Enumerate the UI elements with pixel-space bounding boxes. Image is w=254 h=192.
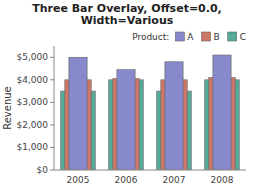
x-axis-line (54, 170, 246, 171)
bar (213, 55, 231, 170)
y-tick-label: $2,000 (17, 120, 49, 130)
y-tick (50, 79, 54, 80)
x-tick-label: 2006 (115, 175, 138, 185)
y-tick (50, 170, 54, 171)
legend-swatch (175, 32, 184, 41)
legend-title: Product: (132, 32, 169, 42)
y-tick (50, 57, 54, 58)
y-tick-label: $1,000 (17, 142, 49, 152)
y-tick (50, 147, 54, 148)
y-tick-label: $0 (37, 165, 49, 175)
legend-label: A (187, 32, 194, 42)
y-axis-line (54, 46, 55, 170)
legend-swatch (202, 32, 211, 41)
y-axis-label: Revenue (2, 86, 13, 130)
legend-label: B (214, 32, 220, 42)
bar (165, 62, 183, 170)
bars (61, 55, 240, 170)
legend-swatch (228, 32, 237, 41)
y-tick (50, 124, 54, 125)
title-line: Width=Various (81, 14, 174, 27)
y-tick-label: $5,000 (17, 52, 49, 62)
x-tick-label: 2008 (211, 175, 234, 185)
chart: Three Bar Overlay, Offset=0.0,Width=Vari… (0, 0, 254, 192)
legend: Product: A B C (132, 32, 246, 42)
x-tick-label: 2005 (67, 175, 90, 185)
x-tick-label: 2007 (163, 175, 186, 185)
bar (117, 70, 135, 170)
bar (69, 57, 87, 170)
y-tick-label: $4,000 (17, 75, 49, 85)
legend-label: C (240, 32, 246, 42)
y-tick-label: $3,000 (17, 97, 49, 107)
y-tick (50, 102, 54, 103)
title: Three Bar Overlay, Offset=0.0,Width=Vari… (32, 2, 222, 27)
